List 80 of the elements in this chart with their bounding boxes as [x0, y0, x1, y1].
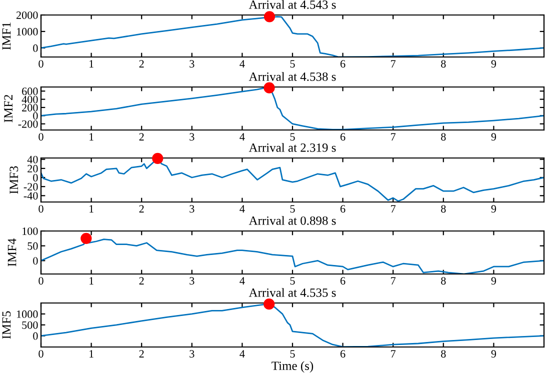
- x-tick-label: 1: [90, 277, 94, 284]
- y-axis-title: IMF3: [10, 166, 18, 194]
- x-tick-label: 6: [340, 205, 346, 213]
- y-tick-label: -200: [18, 120, 38, 128]
- x-tick-label: 5: [290, 133, 295, 141]
- x-tick-label: 9: [491, 350, 496, 358]
- x-tick-label: 1: [90, 350, 94, 358]
- x-tick-label: 7: [391, 205, 396, 212]
- x-tick-label: 9: [491, 277, 496, 285]
- x-tick-label: 0: [38, 205, 44, 213]
- chart-title: Arrival at 2.319 s: [248, 143, 336, 152]
- x-tick-label: 0: [38, 60, 44, 68]
- x-tick-label: 3: [190, 277, 194, 285]
- y-tick-label: -20: [24, 183, 38, 191]
- y-tick-label: 0: [33, 174, 38, 182]
- x-tick-label: 4: [240, 205, 245, 212]
- y-axis-title: IMF4: [8, 238, 16, 266]
- x-tick-label: 9: [491, 205, 496, 213]
- y-tick-label: 2000: [16, 11, 38, 19]
- y-tick-label: 1000: [16, 28, 38, 36]
- x-tick-label: 6: [340, 277, 346, 285]
- x-tick-label: 4: [240, 350, 245, 358]
- y-axis-title: IMF2: [4, 94, 12, 122]
- x-tick-label: 4: [240, 277, 245, 284]
- x-tick-label: 6: [340, 133, 346, 141]
- x-tick-label: 5: [290, 350, 295, 358]
- chart-title: Arrival at 4.538 s: [248, 72, 336, 81]
- x-tick-label: 1: [90, 205, 94, 212]
- y-tick-label: 0: [33, 112, 38, 120]
- x-tick-label: 8: [441, 60, 446, 68]
- x-tick-label: 2: [139, 277, 144, 284]
- x-tick-label: 8: [441, 277, 446, 285]
- x-tick-label: 0: [38, 350, 44, 358]
- x-tick-label: 2: [139, 350, 144, 358]
- x-tick-label: 8: [441, 205, 446, 213]
- x-tick-label: 2: [139, 60, 144, 68]
- chart-title: Arrival at 4.543 s: [248, 0, 336, 9]
- x-tick-label: 4: [240, 60, 245, 68]
- chart-title: Arrival at 4.535 s: [248, 288, 336, 297]
- y-tick-label: 0: [33, 44, 38, 52]
- y-tick-label: 0: [33, 332, 38, 340]
- x-tick-label: 0: [38, 277, 44, 285]
- x-tick-label: 9: [491, 60, 496, 68]
- y-tick-label: -40: [24, 192, 38, 200]
- x-tick-label: 1: [90, 133, 94, 140]
- x-tick-label: 7: [391, 350, 396, 358]
- y-tick-label: 400: [22, 96, 38, 104]
- y-tick-label: 200: [22, 104, 38, 112]
- x-tick-label: 0: [38, 133, 44, 141]
- x-tick-label: 8: [441, 133, 446, 141]
- x-tick-label: 3: [190, 205, 194, 213]
- x-tick-label: 2: [139, 205, 144, 212]
- x-tick-label: 3: [190, 350, 194, 358]
- x-tick-label: 5: [290, 205, 295, 213]
- y-tick-label: 50: [28, 242, 38, 250]
- y-tick-label: 100: [22, 227, 38, 235]
- y-tick-label: 600: [22, 88, 38, 96]
- chart-title: Arrival at 0.898 s: [248, 216, 336, 225]
- y-tick-label: 40: [27, 156, 38, 164]
- x-tick-label: 2: [139, 133, 144, 140]
- x-tick-label: 7: [391, 277, 396, 284]
- y-axis-title: IMF1: [2, 22, 11, 50]
- x-tick-label: 4: [240, 133, 245, 140]
- y-tick-label: 1000: [16, 310, 38, 318]
- x-tick-label: 1: [90, 60, 94, 68]
- x-tick-label: 5: [290, 277, 295, 285]
- y-tick-label: 0: [33, 257, 38, 265]
- x-tick-label: 5: [290, 60, 295, 68]
- y-tick-label: 500: [22, 321, 38, 329]
- x-tick-label: 6: [340, 350, 346, 358]
- x-tick-label: 9: [491, 133, 496, 141]
- x-tick-label: 3: [190, 60, 194, 68]
- x-tick-label: 6: [340, 60, 346, 68]
- y-tick-label: 20: [28, 164, 38, 172]
- x-tick-label: 3: [190, 133, 194, 141]
- x-tick-label: 8: [441, 350, 446, 358]
- y-axis-title: IMF5: [2, 311, 11, 339]
- x-tick-label: 7: [391, 60, 396, 68]
- x-axis-title: Time (s): [272, 361, 314, 373]
- x-tick-label: 7: [391, 133, 396, 140]
